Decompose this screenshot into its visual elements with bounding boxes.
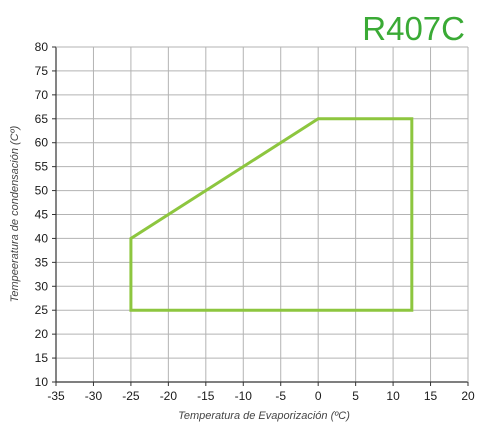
y-tick-label: 75	[35, 64, 49, 78]
x-tick-label: -5	[275, 389, 286, 403]
x-tick-label: 10	[386, 389, 400, 403]
x-tick-label: -15	[197, 389, 215, 403]
x-tick-label: 5	[352, 389, 359, 403]
x-tick-label: -25	[122, 389, 140, 403]
x-tick-label: -30	[85, 389, 103, 403]
y-tick-label: 60	[35, 136, 49, 150]
x-axis-label: Temperatura de Evaporización (ºC)	[178, 410, 350, 422]
y-tick-label: 30	[35, 279, 49, 293]
grid-lines	[55, 46, 469, 383]
y-tick-label: 10	[35, 375, 49, 389]
y-tick-label: 65	[35, 112, 49, 126]
y-tick-label: 50	[35, 184, 49, 198]
y-tick-label: 20	[35, 327, 49, 341]
series-layer	[129, 117, 414, 312]
y-tick-label: 55	[35, 160, 49, 174]
x-tick-label: -10	[235, 389, 253, 403]
x-tick-label: 0	[315, 389, 322, 403]
y-axis-ticks: 10 15 20 25 30 35 40 45 50 55 60 65 70 75 80	[35, 40, 56, 389]
envelope-line	[129, 117, 414, 312]
y-tick-label: 70	[35, 88, 49, 102]
y-axis-label: Tempeeratura de condensación (Cº)	[9, 125, 21, 302]
y-tick-label: 45	[35, 208, 49, 222]
x-tick-label: 20	[461, 389, 475, 403]
y-tick-label: 25	[35, 303, 49, 317]
x-tick-label: -35	[47, 389, 65, 403]
x-tick-label: 15	[424, 389, 438, 403]
y-tick-label: 35	[35, 255, 49, 269]
y-tick-label: 15	[35, 351, 49, 365]
y-tick-label: 80	[35, 40, 49, 54]
y-tick-label: 40	[35, 231, 49, 245]
x-tick-label: -20	[160, 389, 178, 403]
chart-title: R407C	[362, 10, 465, 47]
x-axis-ticks: -35 -30 -25 -20 -15 -10 -5 0 5 10 15 20	[47, 382, 475, 403]
